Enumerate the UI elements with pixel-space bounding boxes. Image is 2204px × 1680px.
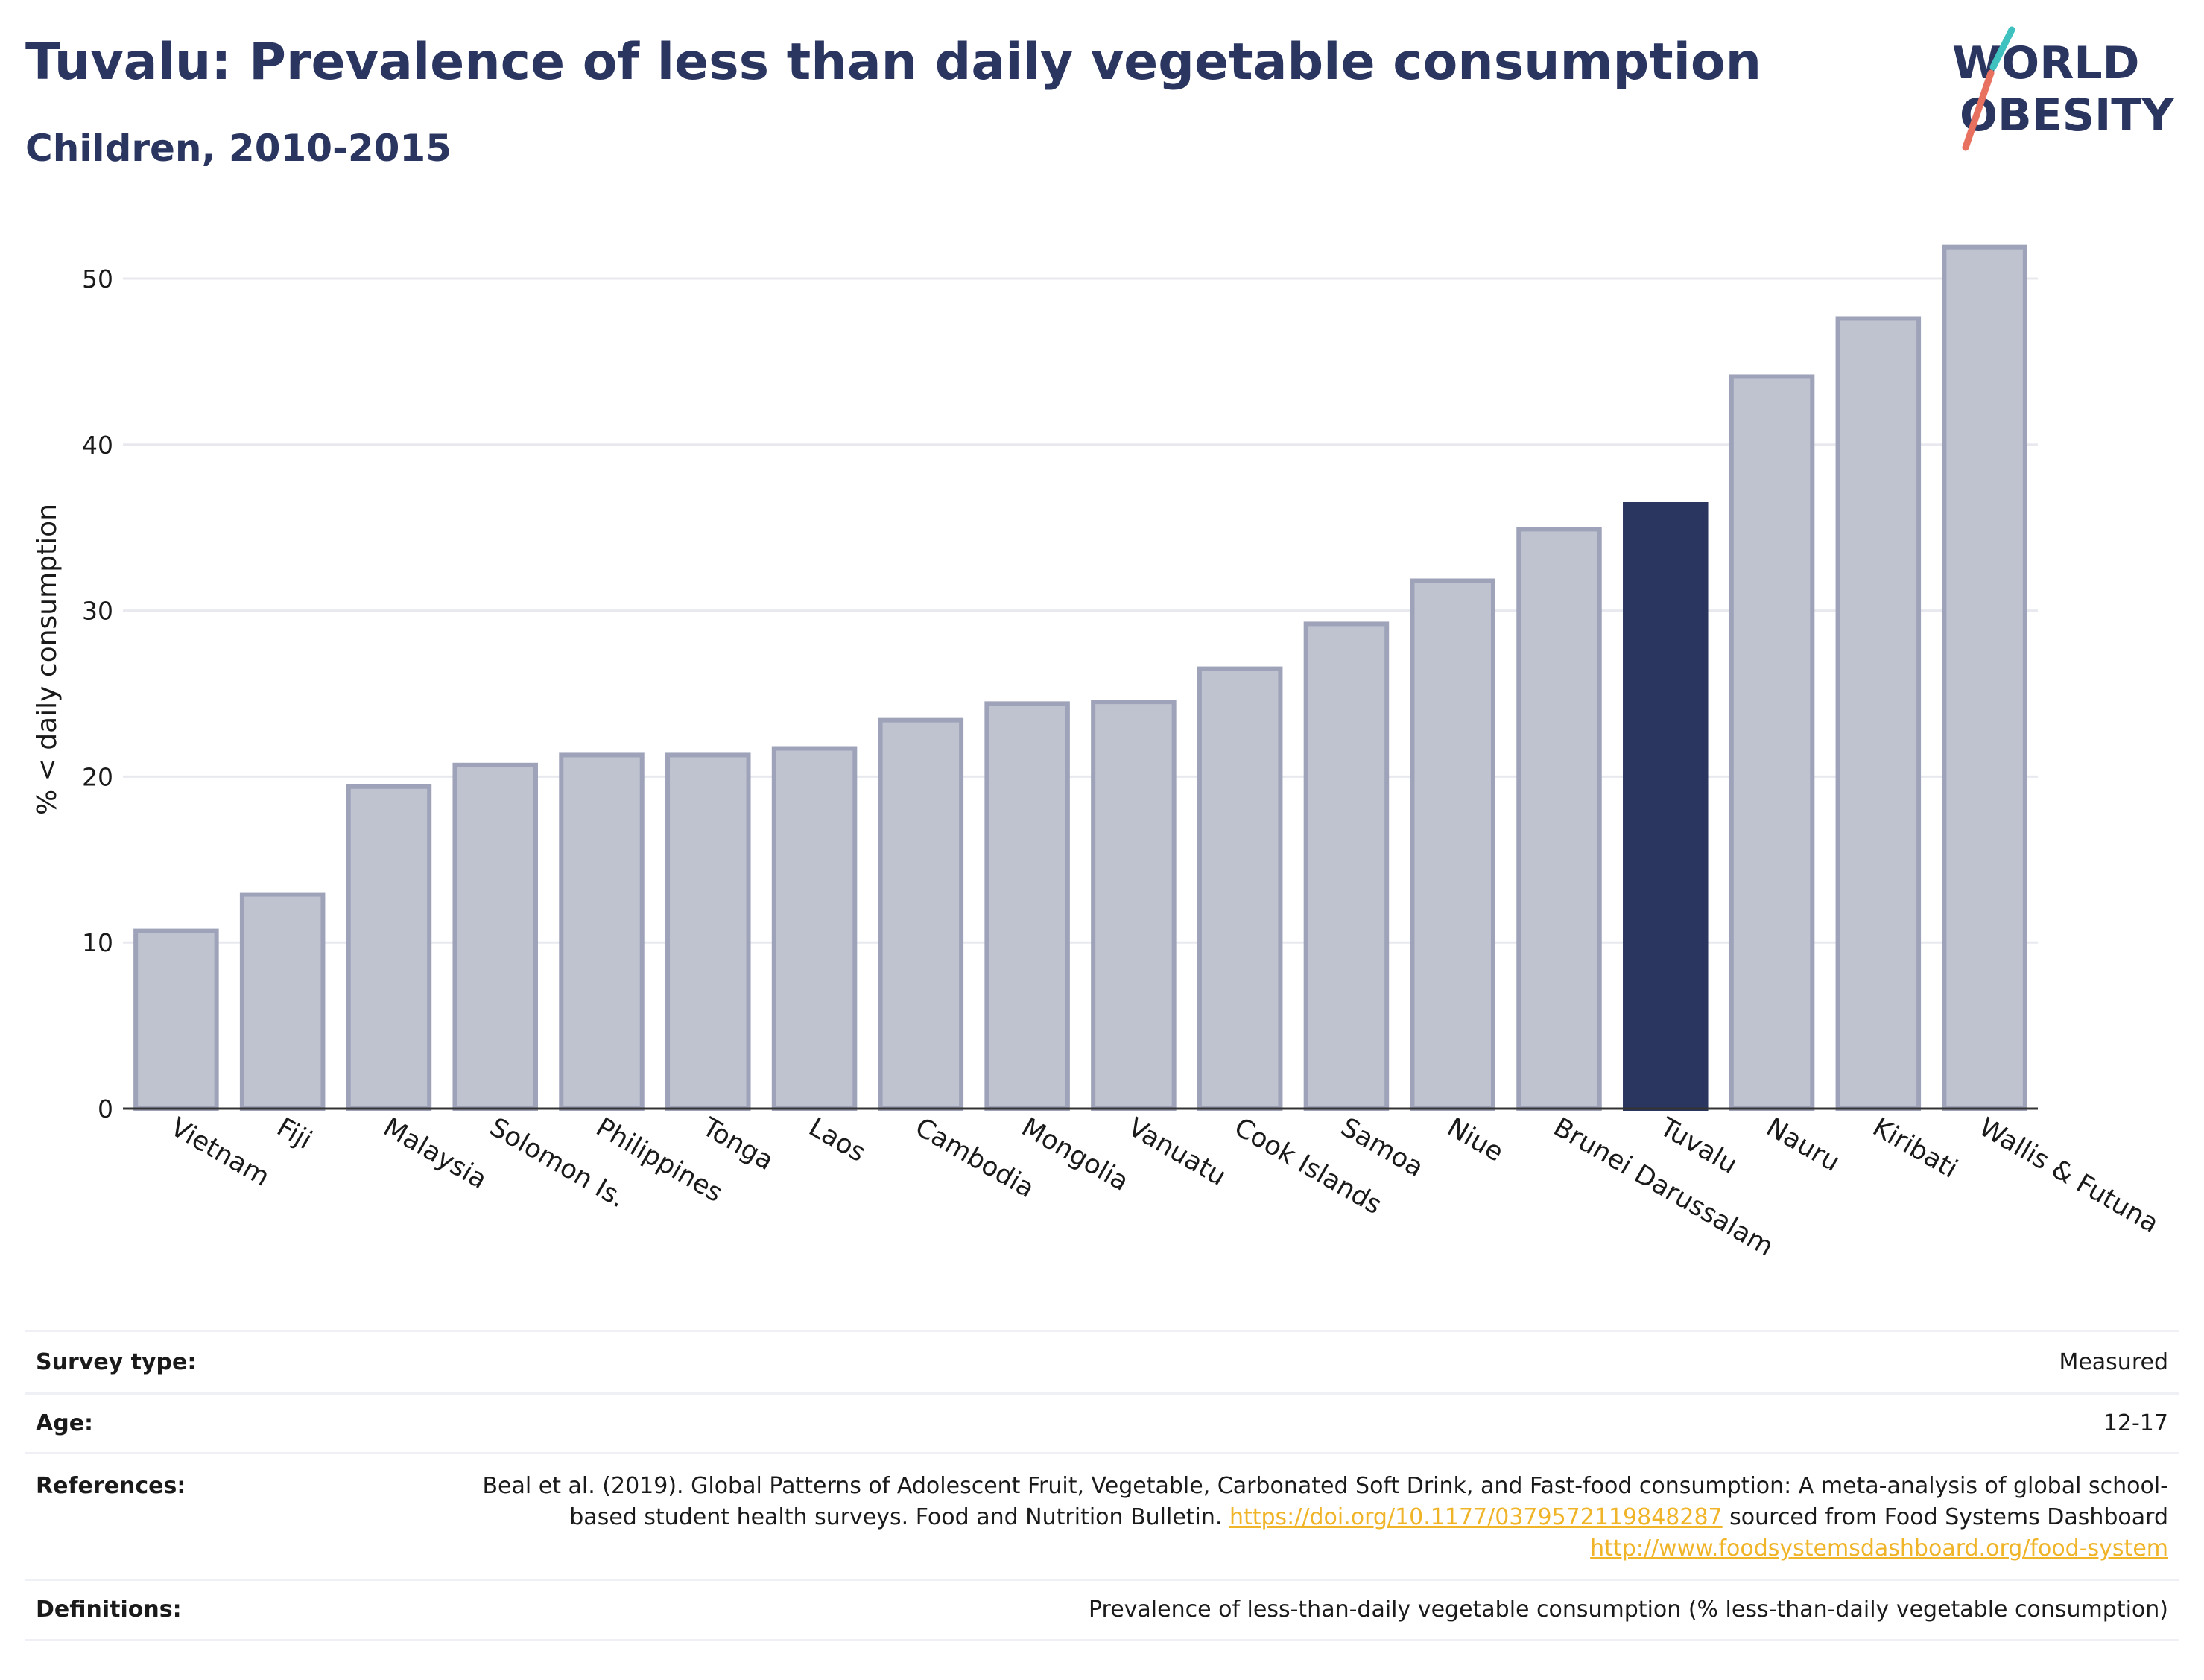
x-tick-label: Vietnam [165, 1112, 274, 1193]
bar-tuvalu [1623, 502, 1709, 1111]
x-tick-label: Fiji [272, 1112, 317, 1156]
page-subtitle: Children, 2010-2015 [25, 127, 452, 170]
y-axis-title: % < daily consumption [32, 504, 63, 815]
info-table: Survey type: Measured Age: 12-17 Referen… [25, 1330, 2179, 1641]
references-text-1: Beal et al. (2019). Global Patterns of A… [482, 1473, 2168, 1530]
definitions-label: Definitions: [36, 1597, 182, 1623]
bar-brunei-darussalam [1516, 527, 1602, 1111]
bar-laos [771, 746, 858, 1111]
logo-line2: OBESITY [1960, 89, 2175, 142]
y-tick-label: 30 [82, 597, 113, 626]
bar-niue [1410, 578, 1495, 1111]
x-tick-label: Laos [804, 1112, 871, 1168]
age-row: Age: 12-17 [25, 1392, 2179, 1452]
age-value: 12-17 [2103, 1410, 2168, 1436]
doi-link[interactable]: https://doi.org/10.1177/0379572119848287 [1229, 1504, 1723, 1530]
y-ticks: 0 10 20 30 40 50 [82, 264, 113, 1123]
bar-kiribati [1835, 316, 1922, 1111]
definitions-row: Definitions: Prevalence of less-than-dai… [25, 1579, 2179, 1641]
bar-cook-islands [1197, 666, 1283, 1111]
references-label: References: [36, 1473, 186, 1499]
bar-tonga [665, 752, 751, 1111]
definitions-value: Prevalence of less-than-daily vegetable … [1088, 1597, 2168, 1623]
x-tick-label: Nauru [1761, 1112, 1845, 1178]
bar-nauru [1729, 374, 1815, 1111]
world-obesity-logo: WORLD OBESITY [1952, 26, 2175, 151]
bar-fiji [239, 892, 326, 1111]
y-tick-label: 40 [82, 431, 113, 460]
page-title: Tuvalu: Prevalence of less than daily ve… [25, 33, 1762, 92]
bar-vanuatu [1091, 700, 1177, 1111]
bar-solomon-is [452, 762, 538, 1111]
x-tick-label: Tonga [697, 1112, 779, 1176]
x-tick-label: Cambodia [910, 1112, 1039, 1204]
logo-line1: WORLD [1952, 37, 2139, 89]
x-tick-label: Niue [1442, 1112, 1508, 1167]
bar-vietnam [133, 928, 219, 1111]
bar-samoa [1303, 621, 1390, 1111]
bar-wallis-futuna [1942, 244, 2027, 1112]
logo-slash-teal [1989, 26, 2015, 71]
survey-type-value: Measured [2059, 1348, 2168, 1375]
bar-malaysia [346, 784, 432, 1111]
references-text-2: sourced from Food Systems Dashboard [1722, 1504, 2168, 1530]
x-tick-label: Vanuatu [1123, 1112, 1231, 1192]
logo-slash-red [1962, 69, 1995, 151]
bar-philippines [559, 752, 645, 1111]
age-label: Age: [36, 1410, 94, 1436]
grid-layer [123, 277, 2038, 944]
survey-type-label: Survey type: [36, 1348, 197, 1375]
y-tick-label: 50 [82, 264, 113, 294]
x-tick-label: Malaysia [378, 1112, 491, 1195]
survey-type-row: Survey type: Measured [25, 1330, 2179, 1392]
references-row: References: Beal et al. (2019). Global P… [25, 1452, 2179, 1579]
y-tick-label: 20 [82, 762, 113, 791]
x-tick-label: Wallis & Futuna [1974, 1112, 2163, 1239]
y-tick-label: 0 [98, 1094, 113, 1123]
references-value: Beal et al. (2019). Global Patterns of A… [455, 1471, 2179, 1565]
bars-layer [123, 244, 2038, 1112]
x-tick-label: Kiribati [1867, 1112, 1962, 1185]
bar-cambodia [878, 717, 964, 1111]
y-tick-label: 10 [82, 928, 113, 957]
dashboard-link[interactable]: http://www.foodsystemsdashboard.org/food… [1590, 1535, 2168, 1562]
bar-mongolia [984, 701, 1070, 1111]
x-tick-label: Tuvalu [1654, 1112, 1742, 1180]
